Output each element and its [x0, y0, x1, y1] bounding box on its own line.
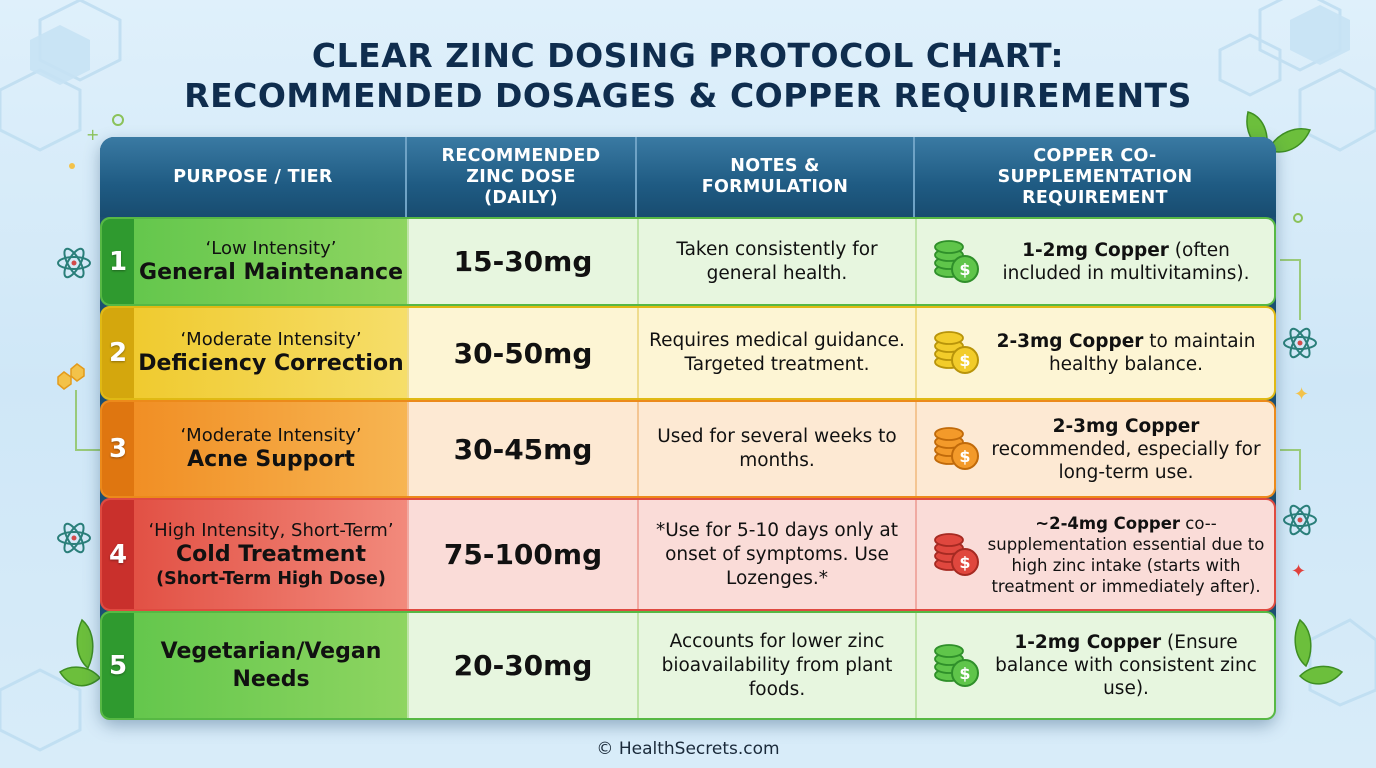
- purpose-cell: 1 ‘Low Intensity’ General Maintenance: [102, 219, 408, 304]
- notes-text: Accounts for lower zinc bioavailability …: [661, 630, 893, 700]
- purpose-cell: 3 ‘Moderate Intensity’ Acne Support: [102, 402, 408, 496]
- coin-stack-icon: $: [934, 643, 979, 687]
- copper-note-text: (often included in multivitamins).: [1002, 239, 1250, 284]
- intensity-label: ‘Moderate Intensity’: [180, 425, 362, 446]
- notes-text: *Use for 5-10 days only at onset of symp…: [655, 519, 899, 589]
- atom-icon: [57, 247, 91, 279]
- tier-number-badge: 3: [102, 402, 134, 496]
- zinc-dose-value: 30-50mg: [453, 336, 593, 370]
- intensity-label: ‘High Intensity, Short-Term’: [148, 519, 394, 541]
- notes-text: Requires medical guidance. Targeted trea…: [649, 330, 905, 375]
- purpose-label: Acne Support: [187, 447, 355, 472]
- tier-label: Vegetarian/Vegan Needs: [134, 613, 408, 718]
- table-row: 2 ‘Moderate Intensity’ Deficiency Correcti…: [100, 306, 1276, 400]
- svg-text:✦: ✦: [1291, 561, 1306, 582]
- table-row: 3 ‘Moderate Intensity’ Acne Support 30-45mg…: [100, 400, 1276, 498]
- small-hexagons: [57, 363, 85, 390]
- tier-label: ‘Moderate Intensity’ Deficiency Correctio…: [134, 308, 408, 398]
- copper-dose-value: 2-3mg Copper: [1052, 415, 1200, 437]
- intensity-label: ‘Low Intensity’: [205, 237, 337, 259]
- copper-dose-value: 1-2mg Copper: [1014, 632, 1162, 653]
- svg-text:✦: ✦: [1294, 384, 1309, 405]
- atom-icon: [1283, 327, 1317, 359]
- copper-note-text: recommended, especially for long-term us…: [991, 438, 1261, 483]
- zinc-dose-value: 30-45mg: [453, 432, 593, 466]
- table-row: 4 ‘High Intensity, Short-Term’ Cold Treatm…: [100, 498, 1276, 611]
- purpose-detail-label: (Short-Term High Dose): [156, 568, 386, 589]
- svg-text:$: $: [959, 664, 970, 683]
- tier-number-badge: 2: [102, 308, 134, 398]
- tier-number-badge: 5: [102, 613, 134, 718]
- header-notes-formulation: NOTES & FORMULATION: [701, 156, 849, 197]
- zinc-dose-value: 15-30mg: [453, 245, 593, 278]
- copper-dose-value: 1-2mg Copper: [1022, 239, 1169, 261]
- purpose-cell: 2 ‘Moderate Intensity’ Deficiency Correcti…: [102, 308, 408, 398]
- purpose-label: Vegetarian/Vegan Needs: [160, 638, 382, 692]
- zinc-dose-value: 75-100mg: [443, 538, 603, 571]
- purpose-cell: 4 ‘High Intensity, Short-Term’ Cold Treatm…: [102, 500, 408, 609]
- purpose-label: Cold Treatment: [176, 541, 366, 567]
- tier-number-badge: 1: [102, 219, 134, 304]
- svg-text:$: $: [959, 447, 970, 466]
- header-purpose-tier: PURPOSE / TIER: [173, 166, 333, 187]
- intensity-label: ‘Moderate Intensity’: [180, 329, 362, 350]
- purpose-cell: 5 Vegetarian/Vegan Needs: [102, 613, 408, 718]
- purpose-label: General Maintenance: [139, 259, 403, 285]
- coin-stack-icon: $: [934, 532, 979, 576]
- svg-text:+: +: [86, 125, 99, 144]
- copper-note-text: (Ensure balance with consistent zinc use…: [995, 632, 1257, 699]
- atom-icon: [57, 522, 91, 554]
- tier-label: ‘Low Intensity’ General Maintenance: [134, 219, 408, 304]
- header-copper-requirement: COPPER CO-SUPPLEMENTATION REQUIREMENT: [997, 145, 1193, 208]
- notes-text: Used for several weeks to months.: [657, 426, 897, 471]
- table-row: 1 ‘Low Intensity’ General Maintenance 15-30…: [100, 217, 1276, 306]
- chart-title-line-2: RECOMMENDED DOSAGES & COPPER REQUIREMENT…: [184, 76, 1192, 115]
- copper-requirement-cell: $ ~2-4mg Copper co--supplementation essen…: [916, 500, 1274, 609]
- svg-text:$: $: [959, 260, 970, 279]
- coin-stack-icon: $: [934, 331, 979, 374]
- copper-requirement-cell: $1-2mg Copper (often included in multivi…: [916, 219, 1274, 304]
- coin-stack-icon: $: [934, 427, 979, 470]
- copper-dose-value: ~2-4mg Copper: [1035, 513, 1181, 533]
- purpose-label: Deficiency Correction: [138, 351, 404, 376]
- copper-dose-value: 2-3mg Copper: [996, 331, 1144, 352]
- tier-number-badge: 4: [102, 500, 134, 609]
- coin-stack-icon: $: [934, 239, 979, 283]
- table-header: PURPOSE / TIER RECOMMENDED ZINC DOSE (DA…: [100, 137, 1276, 217]
- atom-icon: [1283, 504, 1317, 536]
- chart-title-line-1: CLEAR ZINC DOSING PROTOCOL CHART:: [311, 36, 1065, 75]
- footer-copyright: © HealthSecrets.com: [596, 739, 780, 759]
- copper-requirement-cell: $2-3mg Copper to maintain healthy balanc…: [916, 308, 1274, 398]
- zinc-dose-value: 20-30mg: [453, 649, 593, 682]
- notes-text: Taken consistently for general health.: [676, 238, 878, 284]
- svg-text:$: $: [959, 553, 970, 572]
- copper-note-text: to maintain healthy balance.: [1048, 331, 1256, 375]
- svg-text:$: $: [959, 351, 970, 370]
- tier-label: ‘Moderate Intensity’ Acne Support: [134, 402, 408, 496]
- table-row: 5 Vegetarian/Vegan Needs 20-30mg Accounts f…: [100, 611, 1276, 720]
- header-zinc-dose: RECOMMENDED ZINC DOSE (DAILY): [441, 145, 601, 208]
- copper-note-text: co--supplementation essential due to hig…: [987, 513, 1265, 596]
- zinc-dosing-table: PURPOSE / TIER RECOMMENDED ZINC DOSE (DA…: [100, 137, 1276, 720]
- tier-label: ‘High Intensity, Short-Term’ Cold Treatme…: [134, 500, 408, 609]
- copper-requirement-cell: $1-2mg Copper (Ensure balance with consi…: [916, 613, 1274, 718]
- copper-requirement-cell: $2-3mg Copper recommended, especially fo…: [916, 402, 1274, 496]
